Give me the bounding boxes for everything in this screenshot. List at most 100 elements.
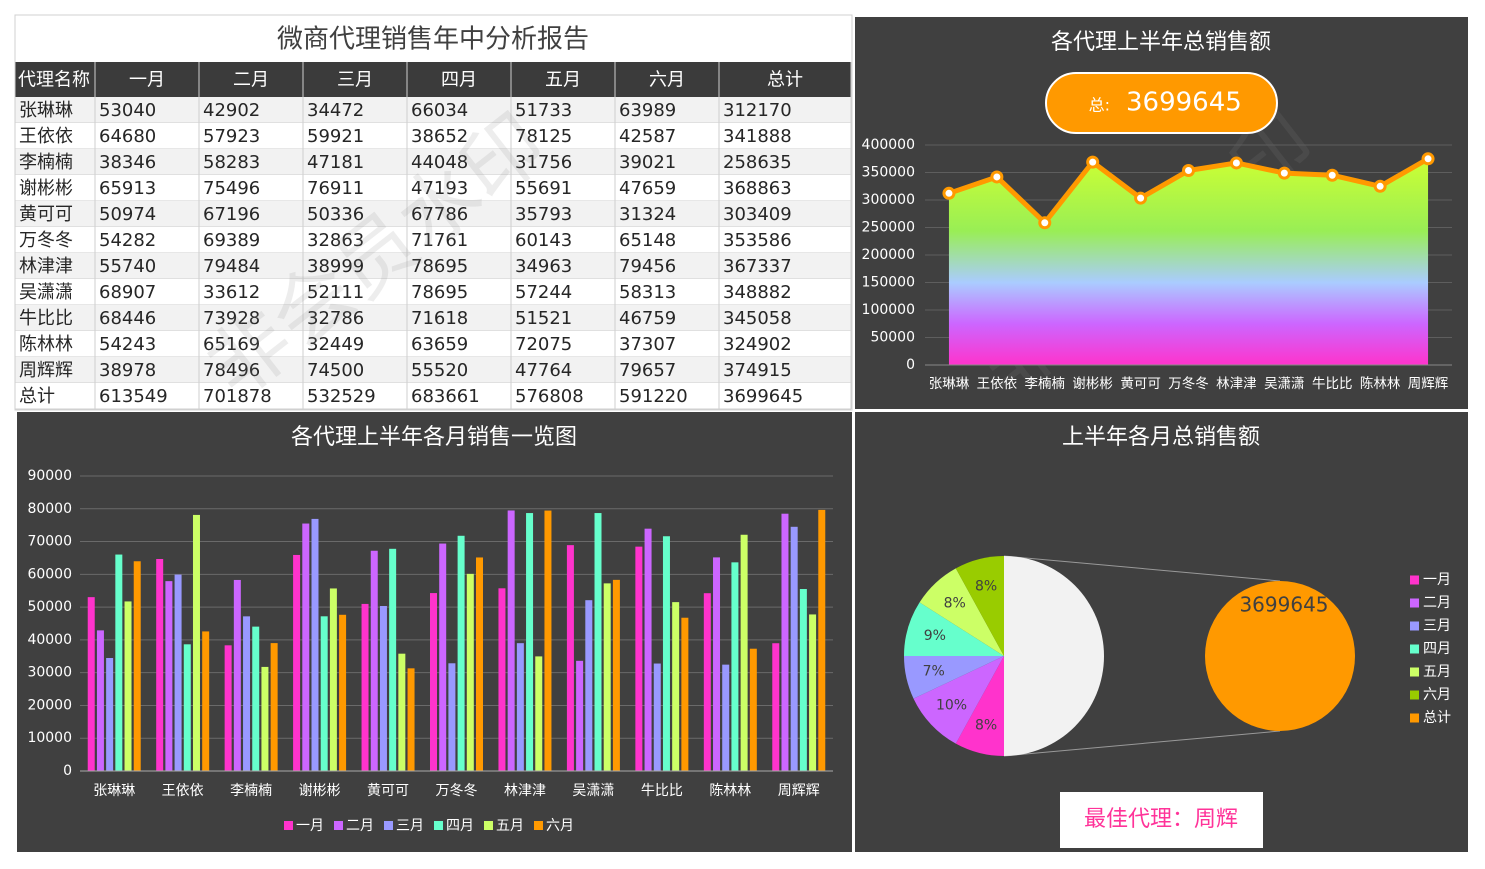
table-cell: 59921 xyxy=(307,126,364,147)
bar xyxy=(106,658,114,771)
table-cell: 31324 xyxy=(619,204,676,225)
table-cell: 32449 xyxy=(307,334,364,355)
table-row-bg xyxy=(15,97,851,123)
bar xyxy=(87,597,95,771)
table-row-bg xyxy=(15,149,851,175)
bar xyxy=(448,663,456,771)
bar xyxy=(133,561,141,771)
x-tick-label: 谢彬彬 xyxy=(1072,376,1113,392)
bar xyxy=(653,663,661,771)
table-cell: 345058 xyxy=(723,308,792,329)
table-cell: 348882 xyxy=(723,282,792,303)
table-cell: 58283 xyxy=(203,152,260,173)
x-tick-label: 林津津 xyxy=(1216,376,1257,392)
table-cell: 54243 xyxy=(99,334,156,355)
table-row-bg xyxy=(15,279,851,305)
point xyxy=(942,186,956,200)
table-cell: 74500 xyxy=(307,360,364,381)
y-tick-label: 30000 xyxy=(27,665,72,681)
table-header-cell: 六月 xyxy=(649,70,685,91)
bar xyxy=(243,616,251,771)
table-cell: 38999 xyxy=(307,256,364,277)
table-row-bg xyxy=(15,253,851,279)
slice-label: 8% xyxy=(975,578,997,594)
table-cell: 78496 xyxy=(203,360,260,381)
point xyxy=(1038,216,1052,230)
bar xyxy=(576,660,584,771)
table-cell: 65169 xyxy=(203,334,260,355)
pie-slice xyxy=(913,656,1004,744)
table-cell: 67196 xyxy=(203,204,260,225)
y-tick-label: 10000 xyxy=(27,730,72,746)
x-tick-label: 黄可可 xyxy=(367,782,409,799)
y-tick-label: 350000 xyxy=(862,165,915,181)
bar xyxy=(124,601,132,771)
table-header-bg xyxy=(15,62,851,97)
slice-label: 9% xyxy=(924,628,946,644)
table-cell: 71761 xyxy=(411,230,468,251)
bar xyxy=(192,514,200,771)
y-tick-label: 200000 xyxy=(862,247,915,263)
x-tick-label: 万冬冬 xyxy=(436,783,478,799)
legend-label: 一月 xyxy=(1423,572,1451,588)
table-cell: 75496 xyxy=(203,178,260,199)
table-cell: 68907 xyxy=(99,282,156,303)
table-cell: 73928 xyxy=(203,308,260,329)
table-cell: 341888 xyxy=(723,126,792,147)
table-cell: 47659 xyxy=(619,178,676,199)
table-cell: 367337 xyxy=(723,256,792,277)
table-cell: 47181 xyxy=(307,152,364,173)
table-cell: 38978 xyxy=(99,360,156,381)
table-cell: 谢彬彬 xyxy=(19,178,73,199)
legend-swatch xyxy=(1410,713,1419,723)
x-tick-label: 陈林林 xyxy=(709,782,751,799)
legend-swatch xyxy=(534,821,543,830)
slice-label: 8% xyxy=(975,718,997,734)
table-header-cell: 二月 xyxy=(233,70,269,91)
bar xyxy=(476,557,483,771)
table-cell: 42902 xyxy=(203,100,260,121)
table-cell: 63989 xyxy=(619,100,676,121)
bar xyxy=(526,513,534,771)
x-tick-label: 吴潇潇 xyxy=(572,783,614,799)
legend-label: 三月 xyxy=(396,818,424,834)
table-cell: 57923 xyxy=(203,126,260,147)
table-cell: 42587 xyxy=(619,126,676,147)
chart-title: 各代理上半年总销售额 xyxy=(1051,30,1271,55)
table-row-bg xyxy=(15,331,851,357)
legend-swatch xyxy=(1410,690,1419,700)
y-tick-label: 250000 xyxy=(862,220,915,236)
table-row-bg xyxy=(15,201,851,227)
table-cell: 79456 xyxy=(619,256,676,277)
legend-label: 四月 xyxy=(1423,641,1451,657)
bar xyxy=(398,653,406,771)
x-tick-label: 谢彬彬 xyxy=(299,783,341,799)
bar xyxy=(799,589,807,771)
table-cell: 38346 xyxy=(99,152,156,173)
table-cell: 68446 xyxy=(99,308,156,329)
legend-label: 二月 xyxy=(1423,595,1451,611)
legend-swatch xyxy=(484,821,493,830)
legend-label: 六月 xyxy=(546,818,574,834)
table-cell: 613549 xyxy=(99,386,168,407)
table-cell: 65913 xyxy=(99,178,156,199)
table-row-bg xyxy=(15,305,851,331)
bar xyxy=(713,557,721,771)
table-cell: 32863 xyxy=(307,230,364,251)
x-tick-label: 牛比比 xyxy=(641,783,683,799)
pie-slice xyxy=(955,656,1004,756)
table-cell: 72075 xyxy=(515,334,572,355)
y-tick-label: 100000 xyxy=(862,302,915,318)
bar xyxy=(818,509,826,771)
table-cell: 78125 xyxy=(515,126,572,147)
slice-label: 10% xyxy=(936,697,967,713)
pie-slice xyxy=(904,656,1004,699)
x-tick-label: 周辉辉 xyxy=(778,783,820,799)
table-row-bg xyxy=(15,175,851,201)
bar xyxy=(603,583,611,771)
table-cell: 55520 xyxy=(411,360,468,381)
bar xyxy=(389,548,397,771)
bar xyxy=(252,626,260,771)
bar xyxy=(329,588,337,771)
table-header-cell: 五月 xyxy=(545,70,581,91)
